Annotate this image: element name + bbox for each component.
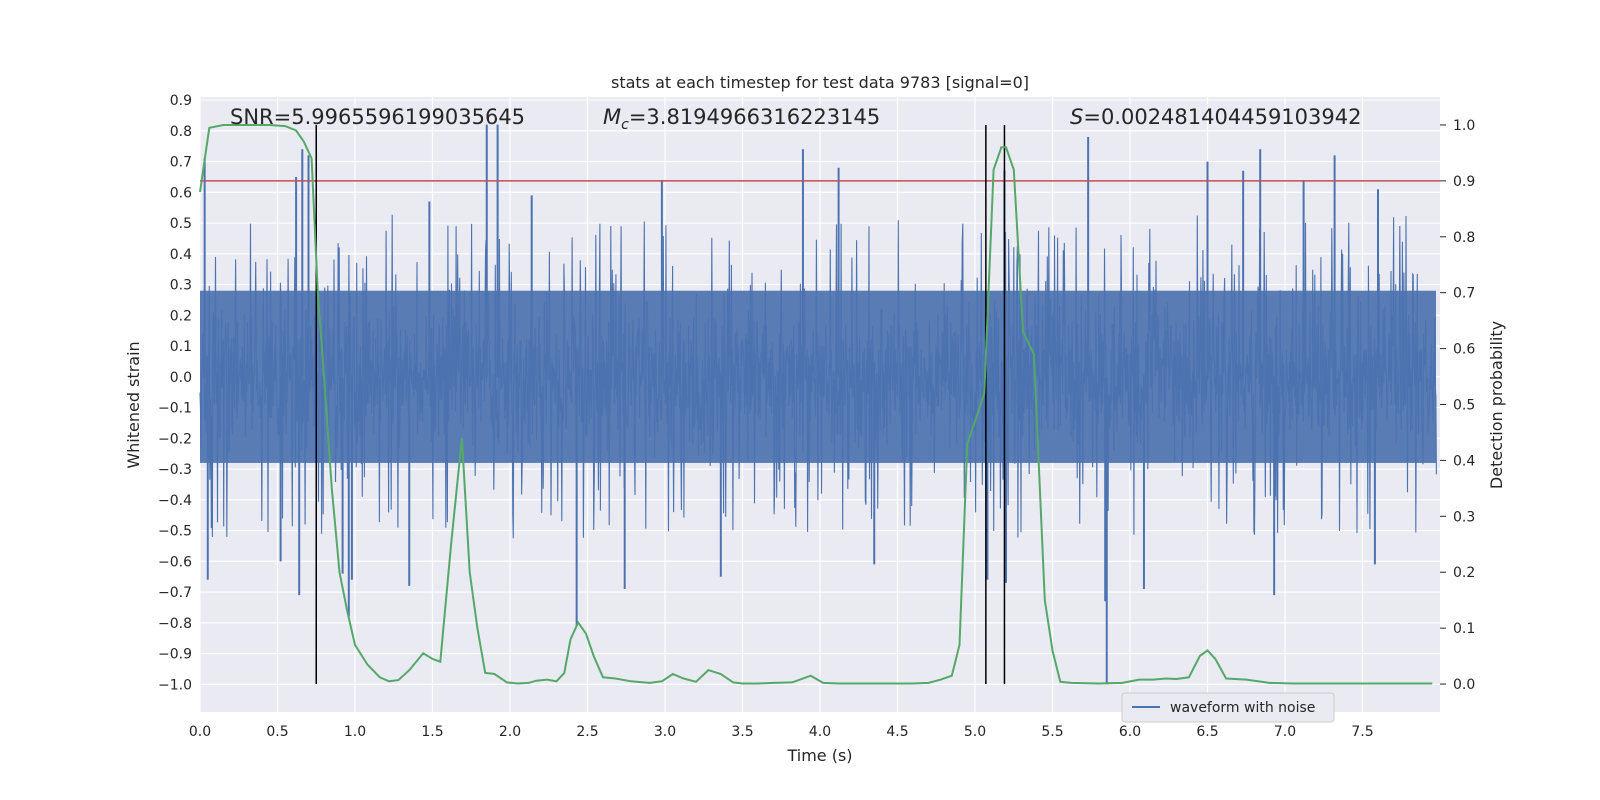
y-axis-ticks: 0.9 0.8 0.7 0.6 0.5 0.4 0.3 0.2 0.1 0.0 −0.1 −0.2 −0… bbox=[158, 93, 192, 693]
detection-probability-series bbox=[199, 124, 1433, 685]
y-tick-label: 0.8 bbox=[170, 124, 192, 140]
s-annotation: S=0.002481404459103942 bbox=[1070, 105, 1361, 129]
s-symbol: S bbox=[1070, 105, 1083, 129]
detection-probability-line bbox=[199, 124, 1433, 685]
y2-tick-label: 0.7 bbox=[1453, 286, 1475, 302]
y2-axis-ticks: 0.0 0.1 0.2 0.3 0.4 0.5 0.6 0.7 0.8 0.9 1.0 bbox=[1440, 118, 1475, 693]
snr-annotation: SNR=5.9965596199035645 bbox=[230, 105, 525, 129]
y-tick-label: −0.9 bbox=[158, 647, 192, 663]
y2-tick-label: 0.1 bbox=[1453, 621, 1475, 637]
y-tick-label: 0.0 bbox=[170, 370, 192, 386]
x-tick-label: 5.0 bbox=[964, 724, 986, 740]
x-tick-label: 0.5 bbox=[266, 724, 288, 740]
x-tick-label: 2.0 bbox=[499, 724, 521, 740]
x-tick-label: 6.0 bbox=[1119, 724, 1141, 740]
y-tick-label: −0.6 bbox=[158, 554, 192, 570]
y-tick-label: −0.4 bbox=[158, 493, 192, 509]
y2-tick-label: 0.5 bbox=[1453, 398, 1475, 414]
x-tick-label: 4.5 bbox=[886, 724, 908, 740]
chirp-mass-symbol: M bbox=[603, 105, 621, 129]
y-tick-label: 0.5 bbox=[170, 216, 192, 232]
y-tick-label: −0.1 bbox=[158, 401, 192, 417]
vertical-markers bbox=[315, 124, 1006, 685]
x-axis-label: Time (s) bbox=[786, 746, 852, 765]
chirp-mass-subscript: c bbox=[621, 117, 629, 133]
x-tick-label: 6.5 bbox=[1196, 724, 1218, 740]
x-tick-label: 3.5 bbox=[731, 724, 753, 740]
x-tick-label: 1.5 bbox=[421, 724, 443, 740]
y-tick-label: −0.8 bbox=[158, 616, 192, 632]
y-tick-label: −1.0 bbox=[158, 677, 192, 693]
x-axis-ticks: 0.0 0.5 1.0 1.5 2.0 2.5 3.0 3.5 4.0 4.5 5.0 5.5 6.0 6… bbox=[189, 724, 1374, 740]
y-tick-label: 0.4 bbox=[170, 247, 192, 263]
chirp-mass-annotation: Mc=3.8194966316223145 bbox=[603, 105, 880, 133]
x-tick-label: 4.0 bbox=[809, 724, 831, 740]
x-tick-label: 5.5 bbox=[1041, 724, 1063, 740]
x-tick-label: 7.0 bbox=[1274, 724, 1296, 740]
legend-box bbox=[1121, 692, 1335, 723]
y2-tick-label: 0.6 bbox=[1453, 342, 1475, 358]
x-tick-label: 0.0 bbox=[189, 724, 211, 740]
y-tick-label: −0.3 bbox=[158, 462, 192, 478]
y2-tick-label: 1.0 bbox=[1453, 118, 1475, 134]
y-tick-label: 0.7 bbox=[170, 155, 192, 171]
s-value: =0.002481404459103942 bbox=[1083, 105, 1361, 129]
waveform-series bbox=[199, 124, 1437, 685]
x-tick-label: 7.5 bbox=[1351, 724, 1373, 740]
y-tick-label: −0.7 bbox=[158, 585, 192, 601]
chirp-mass-value: =3.8194966316223145 bbox=[629, 105, 880, 129]
legend-label: waveform with noise bbox=[1170, 700, 1315, 716]
y2-tick-label: 0.3 bbox=[1453, 509, 1475, 525]
y2-tick-label: 0.8 bbox=[1453, 230, 1475, 246]
y-tick-label: 0.6 bbox=[170, 185, 192, 201]
x-tick-label: 2.5 bbox=[576, 724, 598, 740]
y2-tick-label: 0.9 bbox=[1453, 174, 1475, 190]
waveform-dense-band bbox=[200, 290, 1436, 463]
y2-tick-label: 0.2 bbox=[1453, 565, 1475, 581]
y-tick-label: −0.2 bbox=[158, 431, 192, 447]
y-tick-label: 0.2 bbox=[170, 308, 192, 324]
legend: waveform with noise bbox=[1121, 692, 1335, 723]
y-tick-label: 0.1 bbox=[170, 339, 192, 355]
y2-tick-label: 0.4 bbox=[1453, 453, 1475, 469]
x-tick-label: 1.0 bbox=[344, 724, 366, 740]
y-tick-label: 0.9 bbox=[170, 93, 192, 109]
chart-title: stats at each timestep for test data 978… bbox=[611, 73, 1029, 92]
y2-axis-label: Detection probability bbox=[1487, 321, 1506, 489]
y-axis-label: Whitened strain bbox=[124, 341, 143, 468]
y-tick-label: 0.3 bbox=[170, 278, 192, 294]
y-tick-label: −0.5 bbox=[158, 524, 192, 540]
y2-tick-label: 0.0 bbox=[1453, 677, 1475, 693]
x-tick-label: 3.0 bbox=[654, 724, 676, 740]
